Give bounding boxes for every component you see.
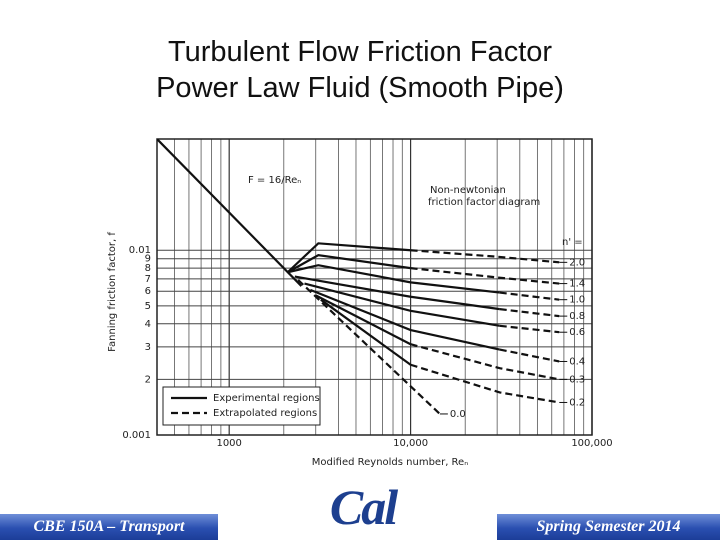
logo: Cal xyxy=(329,479,398,535)
x-axis-label: Modified Reynolds number, Reₙ xyxy=(312,457,468,468)
curve xyxy=(286,242,411,274)
n-label: 0.6 xyxy=(569,327,585,338)
y-tick-label: 0.01 xyxy=(129,245,151,256)
annotation: n' = xyxy=(562,237,583,248)
n-label: 0.2 xyxy=(569,397,585,408)
y-tick-label: 6 xyxy=(145,286,151,297)
curve xyxy=(410,249,560,264)
curve xyxy=(499,348,560,363)
slide-title: Turbulent Flow Friction Factor Power Law… xyxy=(0,34,720,106)
curves xyxy=(157,139,560,415)
n-label: 1.0 xyxy=(569,295,585,306)
y-tick-label: 2 xyxy=(145,374,151,385)
curve xyxy=(320,298,412,366)
n-label: 0.3 xyxy=(569,374,585,385)
footer-left: CBE 150A – Transport xyxy=(0,514,218,540)
y-tick-label: 7 xyxy=(145,274,151,285)
y-tick-label: 4 xyxy=(145,319,151,330)
title-line: Power Law Fluid (Smooth Pipe) xyxy=(156,72,564,104)
legend-box xyxy=(162,386,321,426)
curve xyxy=(304,282,500,327)
curve xyxy=(410,343,560,381)
curve xyxy=(309,288,500,351)
curve xyxy=(287,254,411,274)
curve xyxy=(410,267,560,285)
curve xyxy=(294,275,500,311)
curve xyxy=(410,363,560,404)
legend-label: Extrapolated regions xyxy=(213,408,317,419)
plot-frame xyxy=(156,138,593,436)
legend-label: Experimental regions xyxy=(213,393,320,404)
footer-right: Spring Semester 2014 xyxy=(497,514,720,540)
curve xyxy=(287,264,500,294)
annotation: friction factor diagram xyxy=(428,197,540,208)
n-label: 0.8 xyxy=(569,311,585,322)
x-tick-label: 100,000 xyxy=(571,438,612,449)
curve xyxy=(157,139,303,287)
n-label: 0.0 xyxy=(450,409,466,420)
x-tick-label: 1000 xyxy=(216,438,241,449)
n-label: 1.4 xyxy=(569,279,585,290)
x-tick-label: 10,000 xyxy=(393,438,428,449)
y-tick-label: 3 xyxy=(145,342,151,353)
curve xyxy=(499,291,560,301)
curve xyxy=(499,308,560,318)
y-tick-label: 5 xyxy=(145,301,151,312)
title-line: Turbulent Flow Friction Factor xyxy=(167,36,553,68)
curve xyxy=(499,324,560,334)
y-tick-label: 8 xyxy=(145,263,151,274)
curve xyxy=(315,294,412,346)
y-axis-label: Fanning friction factor, f xyxy=(107,232,118,352)
annotation: F = 16/Reₙ xyxy=(248,175,301,186)
y-tick-label: 0.001 xyxy=(122,430,151,441)
n-label: 2.0 xyxy=(569,257,585,268)
n-labels: 2.0 1.4 1.0 0.8 0.6 0.4 0.3 0.2 0.0 xyxy=(439,257,585,420)
n-label: 0.4 xyxy=(569,356,585,367)
y-tick-label: 9 xyxy=(145,254,151,265)
annotation: Non-newtonian xyxy=(430,185,506,196)
